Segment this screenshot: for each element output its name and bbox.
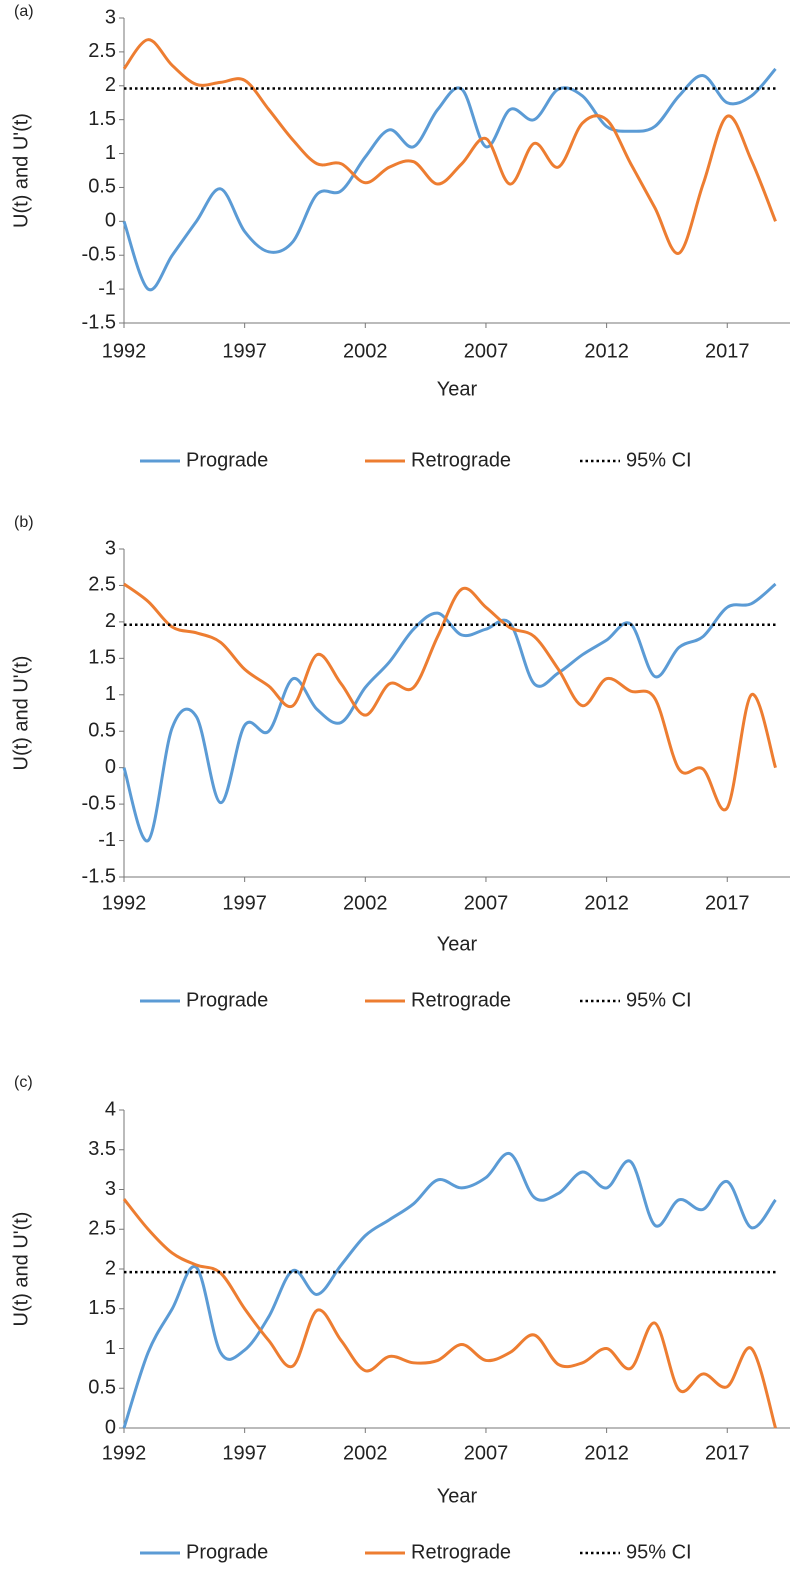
y-tick-label: -0.5	[82, 244, 116, 266]
series-line	[122, 1152, 777, 1429]
x-axis-label: Year	[437, 1485, 478, 1507]
legend-label: Prograde	[186, 1541, 268, 1563]
x-tick-label: 2017	[705, 892, 750, 914]
legend-label: 95% CI	[626, 989, 692, 1011]
x-tick-label: 2012	[584, 340, 629, 362]
x-tick-label: 2017	[705, 1442, 750, 1464]
y-tick-label: 0	[105, 756, 116, 778]
x-tick-label: 2012	[584, 1442, 629, 1464]
legend-label: Retrograde	[411, 449, 511, 471]
legend-label: 95% CI	[626, 449, 692, 471]
y-tick-label: -1.5	[82, 311, 116, 333]
y-tick-label: 3	[105, 6, 116, 28]
y-tick-label: 1.5	[88, 108, 116, 130]
y-tick-label: 1	[105, 1337, 116, 1359]
y-axis-label: U(t) and U'(t)	[10, 113, 32, 228]
series-line	[123, 582, 777, 812]
y-tick-label: 0	[105, 210, 116, 232]
x-tick-label: 1997	[222, 1442, 267, 1464]
y-axis-label: U(t) and U'(t)	[10, 656, 32, 771]
legend-label: Prograde	[186, 989, 268, 1011]
legend-label: 95% CI	[626, 1541, 692, 1563]
y-tick-label: -1.5	[82, 865, 116, 887]
y-tick-label: 2.5	[88, 40, 116, 62]
panel-label: (b)	[14, 514, 34, 531]
x-tick-label: 2007	[464, 892, 509, 914]
y-tick-label: 2.5	[88, 574, 116, 596]
y-tick-label: 2	[105, 74, 116, 96]
x-tick-label: 2012	[584, 892, 629, 914]
x-tick-label: 2007	[464, 1442, 509, 1464]
x-tick-label: 1997	[222, 892, 267, 914]
panel-label: (a)	[14, 3, 34, 20]
y-tick-label: 3	[105, 1178, 116, 1200]
legend-label: Prograde	[186, 449, 268, 471]
legend-label: Retrograde	[411, 989, 511, 1011]
x-axis-label: Year	[437, 378, 478, 400]
y-tick-label: 3	[105, 537, 116, 559]
y-tick-label: -1	[98, 277, 116, 299]
y-tick-label: -1	[98, 829, 116, 851]
x-tick-label: 2002	[343, 340, 388, 362]
y-tick-label: 3.5	[88, 1138, 116, 1160]
y-tick-label: 0.5	[88, 720, 116, 742]
legend-label: Retrograde	[411, 1541, 511, 1563]
x-tick-label: 1997	[222, 340, 267, 362]
x-tick-label: 2002	[343, 1442, 388, 1464]
series-line	[122, 1198, 777, 1429]
x-axis-label: Year	[437, 933, 478, 955]
series-line	[122, 582, 777, 843]
y-tick-label: 0.5	[88, 1377, 116, 1399]
y-tick-label: 0.5	[88, 176, 116, 198]
series-line	[122, 67, 777, 292]
y-tick-label: 0	[105, 1416, 116, 1438]
x-tick-label: 2002	[343, 892, 388, 914]
x-tick-label: 1992	[102, 1442, 147, 1464]
y-tick-label: 1	[105, 683, 116, 705]
y-tick-label: 2	[105, 610, 116, 632]
x-tick-label: 1992	[102, 340, 147, 362]
y-tick-label: 1.5	[88, 647, 116, 669]
series-line	[122, 38, 777, 255]
y-tick-label: 1	[105, 142, 116, 164]
x-tick-label: 1992	[102, 892, 147, 914]
y-tick-label: 1.5	[88, 1297, 116, 1319]
y-tick-label: 4	[105, 1098, 116, 1120]
y-tick-label: -0.5	[82, 792, 116, 814]
x-tick-label: 2017	[705, 340, 750, 362]
x-tick-label: 2007	[464, 340, 509, 362]
panel-label: (c)	[14, 1074, 33, 1091]
y-tick-label: 2	[105, 1257, 116, 1279]
y-axis-label: U(t) and U'(t)	[10, 1212, 32, 1327]
y-tick-label: 2.5	[88, 1218, 116, 1240]
